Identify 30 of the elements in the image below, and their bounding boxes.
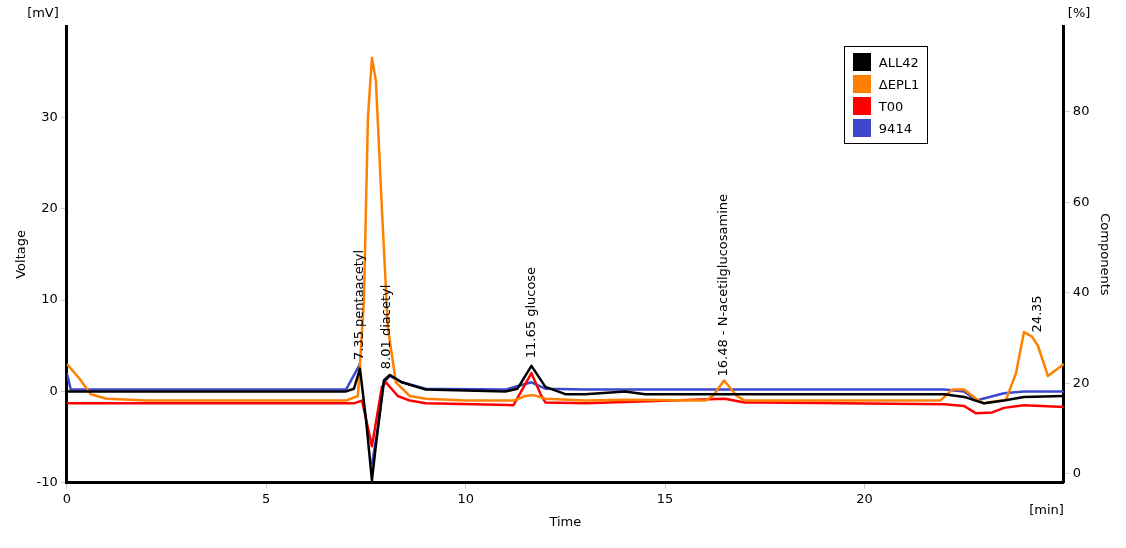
x-axis-title: Time (548, 513, 582, 529)
annotation: 24.35 (1029, 295, 1045, 333)
annotation: 16.48 - N-acetilglucosamine (715, 193, 731, 377)
y-tick-label: 10 (41, 291, 58, 307)
text: [min] (1029, 501, 1064, 517)
legend-label: 9414 (878, 120, 912, 136)
x-tick-label: 0 (62, 490, 71, 506)
text: [mV] (27, 4, 59, 20)
x-tick-label: 20 (856, 490, 873, 506)
y2-axis-title: Components (1097, 213, 1113, 296)
legend-label: ΔEPL1 (878, 76, 920, 92)
legend-label: T00 (878, 98, 904, 114)
x-tick-label: 5 (262, 490, 271, 506)
x-tick-label: 10 (457, 490, 474, 506)
y-tick-label: 30 (41, 108, 58, 124)
y2-tick-label: 0 (1072, 465, 1082, 481)
x-tick-label: 15 (656, 490, 674, 506)
y-axis-title: Voltage (13, 230, 29, 279)
y2-tick-label: 60 (1072, 193, 1090, 209)
annotation: 7.35 pentaacetyl (351, 249, 367, 361)
y-tick-label: 20 (41, 200, 58, 216)
annotation: 8.01 diacetyl (377, 284, 393, 370)
legend-label: ALL42 (878, 54, 919, 70)
y2-tick-label: 20 (1072, 374, 1090, 390)
y-tick-label: 0 (49, 382, 58, 398)
y-tick-label: -10 (36, 474, 58, 490)
y2-tick-label: 40 (1072, 284, 1090, 300)
text: [%] (1067, 4, 1091, 20)
annotation: 11.65 glucose (522, 266, 538, 359)
y2-tick-label: 80 (1072, 103, 1090, 119)
